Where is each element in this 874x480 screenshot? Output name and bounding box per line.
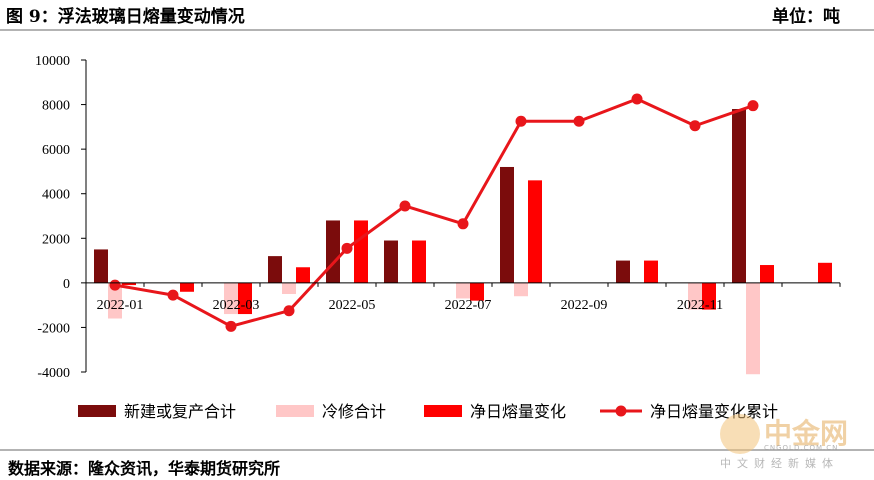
line-point (631, 93, 643, 105)
x-tick-label: 2022-11 (677, 298, 723, 313)
bar-1 (384, 240, 398, 283)
unit-label: 单位：吨 (772, 7, 840, 27)
line-point (283, 305, 295, 317)
legend-line-marker (615, 405, 627, 417)
legend-label-3: 净日熔量变化 (470, 402, 566, 421)
line-point (399, 200, 411, 212)
y-tick-label: -4000 (37, 366, 70, 381)
watermark-logo-icon (720, 414, 760, 454)
bar-1 (326, 220, 340, 283)
bar-3 (470, 282, 484, 301)
y-tick-label: 6000 (42, 143, 70, 158)
y-tick-label: 10000 (35, 54, 70, 69)
legend-swatch-1 (78, 405, 116, 417)
watermark-brand: 中金网 (764, 417, 849, 450)
y-tick-label: 4000 (42, 188, 70, 203)
chart-title: 图 9：浮法玻璃日熔量变动情况 (6, 7, 245, 27)
chart-canvas: -4000 -2000 0 2000 4000 6000 8000 10000 2022-01… (35, 54, 841, 421)
bar-3 (354, 220, 368, 283)
x-axis: 2022-01 2022-03 2022-05 2022-07 2022-09 2022-… (85, 282, 841, 313)
line-point (573, 115, 585, 127)
legend-label-1: 新建或复产合计 (124, 402, 236, 421)
bar-1 (732, 109, 746, 283)
y-tick-label: -2000 (37, 321, 70, 336)
y-axis: -4000 -2000 0 2000 4000 6000 8000 10000 (35, 54, 87, 381)
bottom-divider (0, 449, 874, 451)
x-tick-label: 2022-01 (97, 298, 144, 313)
y-tick-label: 0 (63, 277, 70, 292)
x-tick-label: 2022-03 (213, 298, 260, 313)
x-tick-label: 2022-09 (561, 298, 608, 313)
bar-2 (688, 282, 702, 310)
legend-swatch-3 (424, 405, 462, 417)
bar-3 (702, 282, 716, 310)
data-source: 数据来源：隆众资讯，华泰期货研究所 (8, 459, 281, 478)
y-tick-label: 2000 (42, 232, 70, 247)
watermark-tagline: 中文财经新媒体 (720, 457, 839, 470)
bar-3 (644, 260, 658, 283)
legend-swatch-2 (276, 405, 314, 417)
bar-3 (412, 240, 426, 283)
line-point (167, 289, 179, 301)
bar-3 (122, 282, 136, 286)
bar-1 (94, 249, 108, 283)
legend-label-2: 冷修合计 (322, 402, 386, 421)
bar-3 (238, 282, 252, 315)
cumulative-line-path (114, 97, 754, 328)
bar-1 (268, 256, 282, 283)
top-divider (0, 29, 874, 31)
bar-1 (616, 260, 630, 283)
bar-2 (514, 282, 528, 297)
bar-2 (456, 282, 470, 299)
x-tick-label: 2022-05 (329, 298, 376, 313)
line-point (515, 115, 527, 127)
y-tick-label: 8000 (42, 99, 70, 114)
bar-3 (760, 265, 774, 283)
watermark-domain: CNGOLD.COM.CN (764, 444, 839, 452)
bar-2 (224, 282, 238, 315)
legend: 新建或复产合计 冷修合计 净日熔量变化 净日熔量变化累计 (78, 402, 778, 421)
bar-3 (528, 180, 542, 283)
bar-2 (108, 282, 122, 319)
line-point (689, 120, 701, 132)
bar-1 (500, 166, 514, 283)
line-point (225, 320, 237, 332)
bar-2 (282, 282, 296, 294)
line-point (341, 242, 353, 254)
bar-3 (180, 282, 194, 292)
line-point (747, 100, 759, 112)
bar-3 (296, 267, 310, 283)
line-point (109, 279, 121, 291)
cumulative-line (109, 93, 759, 332)
bars (94, 109, 832, 375)
bar-2 (746, 282, 760, 375)
watermark: 中金网 CNGOLD.COM.CN 中文财经新媒体 (720, 408, 870, 470)
bar-3 (818, 262, 832, 283)
line-point (457, 218, 469, 230)
x-tick-label: 2022-07 (445, 298, 492, 313)
